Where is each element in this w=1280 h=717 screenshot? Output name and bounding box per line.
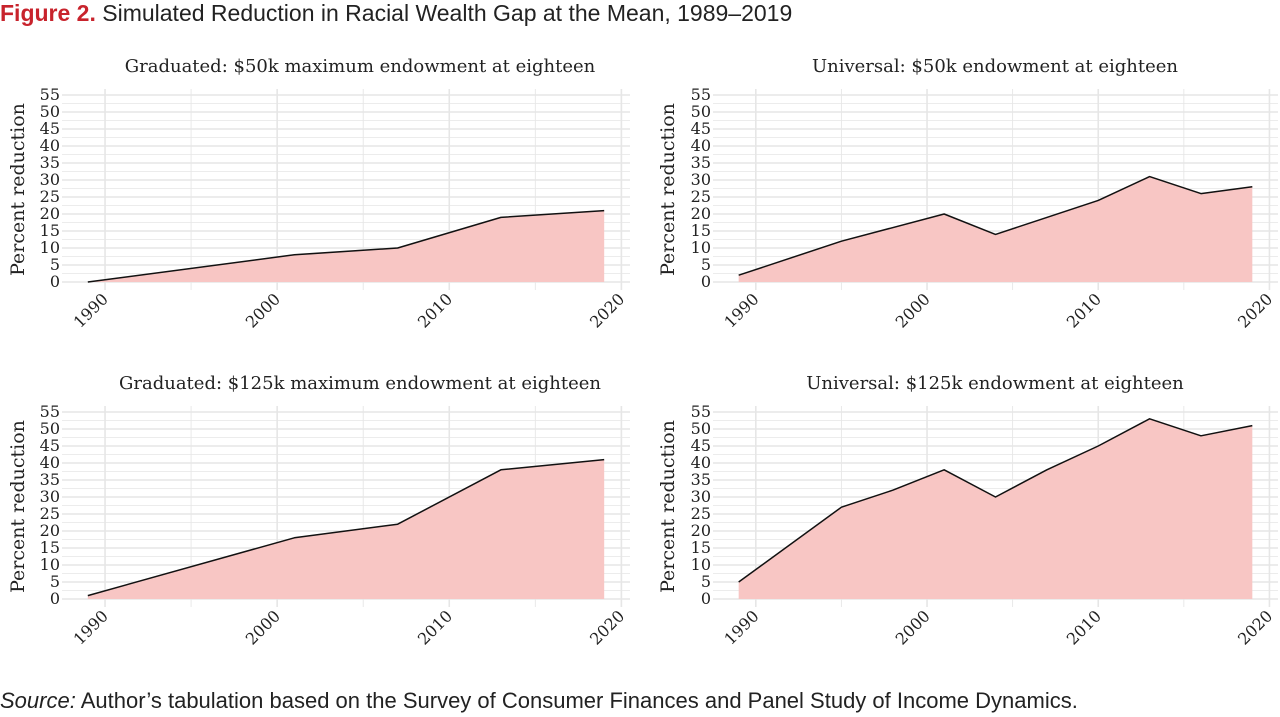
y-axis-label: Percent reduction xyxy=(657,103,679,276)
y-tick-label: 50 xyxy=(691,419,711,438)
y-tick-label: 0 xyxy=(701,589,711,608)
area-fill xyxy=(738,418,1253,599)
y-tick-label: 25 xyxy=(40,504,60,523)
y-tick-label: 0 xyxy=(701,272,711,291)
y-tick-label: 55 xyxy=(40,85,60,104)
y-tick-label: 15 xyxy=(691,221,711,240)
x-tick-label: 2000 xyxy=(892,606,934,648)
x-tick-label: 1990 xyxy=(70,606,112,648)
area-fill xyxy=(87,210,605,282)
figure-caption: Simulated Reduction in Racial Wealth Gap… xyxy=(102,0,793,26)
y-tick-label: 45 xyxy=(691,436,711,455)
y-tick-label: 55 xyxy=(40,402,60,421)
y-tick-label: 0 xyxy=(50,589,60,608)
y-tick-label: 20 xyxy=(40,521,60,540)
x-tick-label: 1990 xyxy=(70,289,112,331)
y-tick-label: 25 xyxy=(691,187,711,206)
x-tick-label: 2010 xyxy=(1063,289,1105,331)
y-tick-label: 15 xyxy=(40,221,60,240)
area-fill xyxy=(738,176,1253,282)
y-tick-label: 55 xyxy=(691,402,711,421)
y-tick-label: 40 xyxy=(40,453,60,472)
x-tick-label: 2000 xyxy=(892,289,934,331)
y-tick-label: 25 xyxy=(40,187,60,206)
y-tick-label: 30 xyxy=(40,487,60,506)
y-tick-label: 15 xyxy=(40,538,60,557)
y-tick-label: 50 xyxy=(691,102,711,121)
y-tick-label: 5 xyxy=(701,572,711,591)
figure-title: Figure 2. Simulated Reduction in Racial … xyxy=(0,0,792,26)
y-tick-label: 45 xyxy=(40,436,60,455)
y-tick-label: 50 xyxy=(40,102,60,121)
y-tick-label: 35 xyxy=(691,153,711,172)
y-tick-label: 40 xyxy=(691,136,711,155)
x-tick-label: 2000 xyxy=(242,289,284,331)
x-tick-label: 1990 xyxy=(720,606,762,648)
y-tick-label: 5 xyxy=(701,255,711,274)
y-tick-label: 10 xyxy=(40,238,60,257)
y-tick-label: 35 xyxy=(40,153,60,172)
y-tick-label: 30 xyxy=(691,170,711,189)
y-tick-label: 35 xyxy=(40,470,60,489)
source-note: Source: Author’s tabulation based on the… xyxy=(0,688,1078,714)
x-tick-label: 2010 xyxy=(1063,606,1105,648)
figure-label: Figure 2. xyxy=(0,0,96,26)
x-tick-label: 1990 xyxy=(720,289,762,331)
x-tick-label: 2000 xyxy=(242,606,284,648)
y-tick-label: 10 xyxy=(691,238,711,257)
x-tick-label: 2020 xyxy=(586,606,628,648)
y-tick-label: 15 xyxy=(691,538,711,557)
x-tick-label: 2020 xyxy=(1234,606,1276,648)
y-tick-label: 30 xyxy=(40,170,60,189)
x-tick-label: 2020 xyxy=(1234,289,1276,331)
y-tick-label: 40 xyxy=(40,136,60,155)
y-tick-label: 35 xyxy=(691,470,711,489)
y-tick-label: 30 xyxy=(691,487,711,506)
source-label: Source: xyxy=(0,688,76,713)
x-tick-label: 2010 xyxy=(414,289,456,331)
y-tick-label: 45 xyxy=(40,119,60,138)
y-tick-label: 5 xyxy=(50,572,60,591)
y-tick-label: 55 xyxy=(691,85,711,104)
series-line xyxy=(738,418,1253,583)
y-tick-label: 10 xyxy=(691,555,711,574)
x-tick-label: 2010 xyxy=(414,606,456,648)
source-text: Author’s tabulation based on the Survey … xyxy=(80,688,1078,713)
area-fill xyxy=(87,459,605,599)
panel-title: Universal: $50k endowment at eighteen xyxy=(812,56,1178,77)
y-axis-label: Percent reduction xyxy=(7,103,29,276)
y-tick-label: 20 xyxy=(40,204,60,223)
y-axis-label: Percent reduction xyxy=(657,420,679,593)
panel-title: Universal: $125k endowment at eighteen xyxy=(806,373,1184,394)
y-tick-label: 20 xyxy=(691,204,711,223)
panel-title: Graduated: $125k maximum endowment at ei… xyxy=(119,373,601,394)
y-tick-label: 5 xyxy=(50,255,60,274)
x-tick-label: 2020 xyxy=(586,289,628,331)
panel-title: Graduated: $50k maximum endowment at eig… xyxy=(125,56,596,77)
y-tick-label: 0 xyxy=(50,272,60,291)
y-tick-label: 10 xyxy=(40,555,60,574)
y-tick-label: 45 xyxy=(691,119,711,138)
y-tick-label: 50 xyxy=(40,419,60,438)
y-tick-label: 20 xyxy=(691,521,711,540)
y-tick-label: 25 xyxy=(691,504,711,523)
y-axis-label: Percent reduction xyxy=(7,420,29,593)
y-tick-label: 40 xyxy=(691,453,711,472)
